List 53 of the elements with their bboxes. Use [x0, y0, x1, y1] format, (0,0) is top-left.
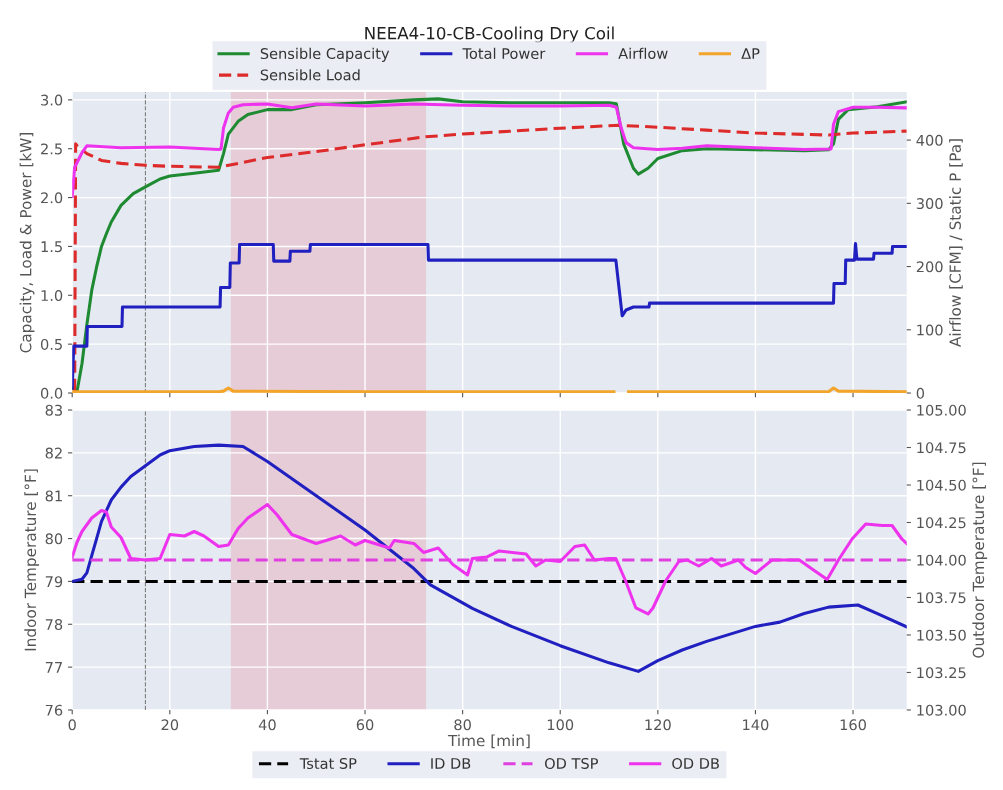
- y-tick-label: 2.5: [41, 143, 62, 155]
- chart-title: NEEA4-10-CB-Cooling Dry Coil: [365, 26, 614, 43]
- y-tick-label: 0.0: [40, 387, 63, 399]
- x-tick-label: 140: [743, 719, 769, 731]
- legend-label: Total Power: [462, 47, 546, 60]
- legend-label: OD TSP: [544, 757, 598, 770]
- x-tick-label: 0: [68, 719, 76, 731]
- x-tick-label: 100: [547, 719, 574, 731]
- x-axis-title: Time [min]: [447, 734, 530, 749]
- y2-tick-label: 103.75: [917, 592, 966, 604]
- y2-tick-label: 103.50: [917, 629, 966, 641]
- legend-label: ID DB: [431, 758, 471, 769]
- y-axis-title: Indoor Temperature [°F]: [24, 469, 40, 651]
- y-tick-label: 76: [45, 704, 63, 716]
- legend-label: Airflow: [618, 47, 668, 60]
- y-tick-label: 78: [45, 618, 63, 631]
- y-tick-label: 81: [45, 490, 62, 502]
- y-tick-label: 82: [45, 447, 62, 459]
- y2-tick-label: 105.00: [917, 404, 966, 416]
- legend-label: Tstat SP: [299, 757, 357, 770]
- y2-tick-label: 300: [916, 198, 943, 210]
- y2-tick-label: 0: [916, 387, 925, 399]
- y-tick-label: 83: [45, 404, 63, 416]
- x-tick-label: 80: [454, 719, 471, 731]
- y2-tick-label: 400: [916, 134, 943, 146]
- y2-tick-label: 200: [916, 261, 943, 273]
- y2-tick-label: 100: [917, 324, 943, 336]
- y-tick-label: 0.5: [40, 338, 62, 350]
- legend-label: OD DB: [672, 757, 719, 770]
- y2-tick-label: 104.75: [917, 442, 966, 454]
- legend-label: Sensible Capacity: [260, 47, 390, 62]
- y2-tick-label: 104.25: [917, 517, 966, 529]
- y-tick-label: 1.5: [41, 241, 62, 253]
- y2-axis-title: Airflow [CFM] / Static P [Pa]: [949, 139, 963, 347]
- x-tick-label: 60: [356, 719, 374, 731]
- y2-tick-label: 103.00: [917, 704, 966, 716]
- y2-tick-label: 104.50: [917, 479, 966, 491]
- y-tick-label: 2.0: [41, 192, 63, 204]
- y-tick-label: 79: [45, 576, 63, 588]
- legend-label: ΔP: [741, 48, 760, 59]
- x-tick-label: 160: [840, 719, 866, 731]
- y2-axis-title: Outdoor Temperature [°F]: [972, 462, 988, 658]
- x-tick-label: 20: [161, 719, 179, 731]
- y-tick-label: 80: [45, 533, 63, 545]
- y2-tick-label: 104.00: [917, 554, 966, 566]
- y-tick-label: 3.0: [41, 94, 63, 106]
- x-tick-label: 40: [258, 719, 276, 731]
- x-tick-label: 120: [645, 719, 671, 731]
- legend-label: Sensible Load: [260, 69, 360, 81]
- y-tick-label: 1.0: [41, 290, 63, 302]
- y2-tick-label: 103.25: [917, 667, 966, 679]
- y-tick-label: 77: [45, 662, 62, 673]
- y-axis-title: Capacity, Load & Power [kW]: [19, 133, 35, 353]
